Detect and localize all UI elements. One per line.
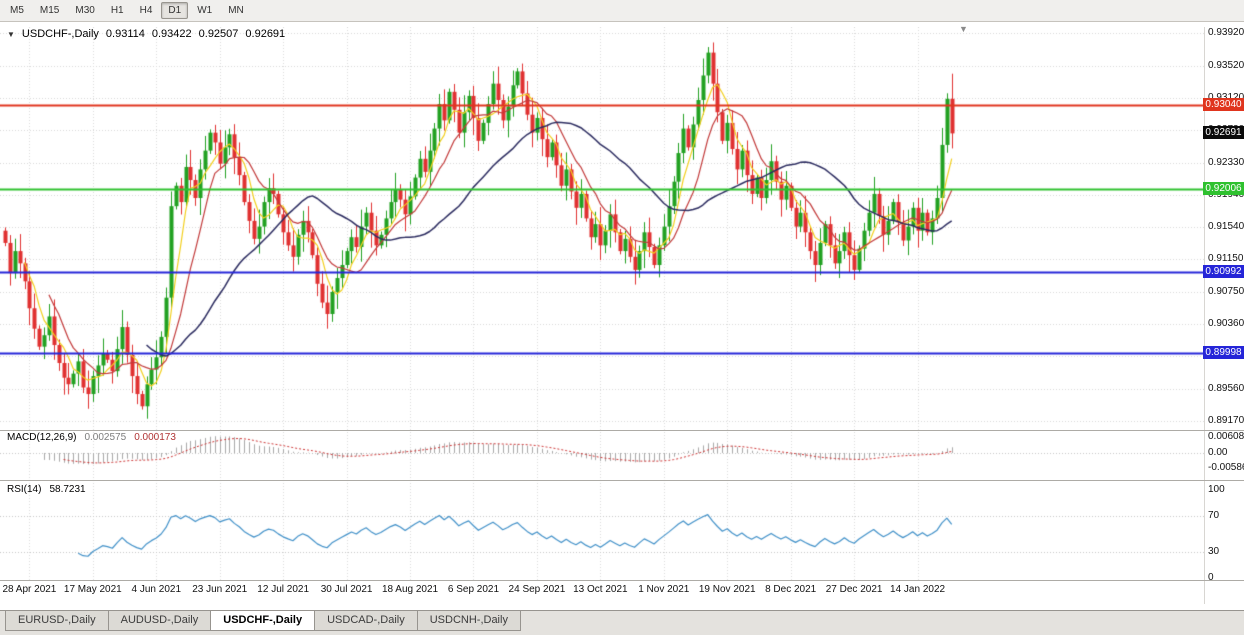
timeframe-button-h1[interactable]: H1 (110, 5, 124, 16)
date-axis-separator (0, 580, 1244, 581)
hline-price-tag: 0.90992 (1203, 265, 1244, 279)
rsi-name: RSI(14) (7, 484, 42, 495)
date-axis-label: 6 Sep 2021 (447, 584, 500, 595)
timeframe-button-h4[interactable]: H4 (139, 5, 153, 16)
timeframe-button-w1[interactable]: W1 (197, 5, 213, 16)
date-axis-label: 18 Aug 2021 (381, 584, 439, 595)
timeframe-toolbar: M5 M15 M30 H1 H4 D1 W1 MN (0, 0, 1244, 22)
timeframe-button-m30[interactable]: M30 (75, 5, 95, 16)
price-axis-label: 0.93120 (1208, 92, 1244, 103)
rsi-axis-label: 30 (1208, 545, 1220, 557)
date-axis-label: 4 Jun 2021 (131, 584, 182, 595)
hline-price-tag: 0.89998 (1203, 346, 1244, 360)
date-axis-label: 23 Jun 2021 (192, 584, 248, 595)
price-axis-label: 0.90750 (1208, 285, 1244, 297)
date-axis-label: 1 Nov 2021 (638, 584, 690, 595)
chart-menu-icon[interactable]: ▼ (7, 29, 15, 39)
date-axis-label: 19 Nov 2021 (698, 584, 756, 595)
chart-title-low: 0.92507 (198, 28, 239, 40)
rsi-axis-label: 0 (1208, 572, 1214, 583)
chart-title-close: 0.92691 (245, 28, 286, 40)
rsi-axis-label: 70 (1208, 510, 1220, 522)
macd-signal-value: 0.000173 (134, 432, 176, 443)
rsi-value: 58.7231 (49, 484, 86, 495)
date-axis-label: 12 Jul 2021 (257, 584, 310, 595)
hline-price-tag: 0.92006 (1203, 182, 1244, 196)
price-axis-label: 0.93520 (1208, 59, 1244, 71)
macd-label: MACD(12,26,9) 0.002575 0.000173 (7, 432, 176, 443)
chart-title-symbol: USDCHF-,Daily (21, 28, 99, 40)
date-axis-label: 24 Sep 2021 (508, 584, 566, 595)
date-axis-label: 28 Apr 2021 (2, 584, 57, 595)
macd-axis-label: 0.00 (1208, 447, 1228, 458)
chart-title: ▼ USDCHF-,Daily 0.93114 0.93422 0.92507 … (7, 28, 285, 40)
price-axis-divider (1204, 27, 1205, 604)
tab-usdchf-daily[interactable]: USDCHF-,Daily (210, 611, 316, 631)
timeframe-button-mn[interactable]: MN (228, 5, 244, 16)
timeframe-button-m15[interactable]: M15 (39, 5, 60, 16)
tab-usdcad-daily[interactable]: USDCAD-,Daily (314, 611, 418, 631)
panel-separator-rsi[interactable] (0, 480, 1244, 481)
date-axis-label: 17 May 2021 (63, 584, 122, 595)
chart-shift-marker-icon: ▼ (959, 24, 968, 34)
chart-tabs-bar: EURUSD-,Daily AUDUSD-,Daily USDCHF-,Daily U… (0, 610, 1244, 635)
tab-usdcnh-daily[interactable]: USDCNH-,Daily (416, 611, 521, 631)
price-axis-label: 0.89560 (1208, 383, 1244, 395)
tab-eurusd-daily[interactable]: EURUSD-,Daily (5, 611, 109, 631)
panel-separator-macd[interactable] (0, 430, 1244, 431)
price-axis-label: 0.91540 (1208, 221, 1244, 233)
chart-canvas[interactable] (0, 27, 1204, 605)
tab-audusd-daily[interactable]: AUDUSD-,Daily (107, 611, 212, 631)
rsi-label: RSI(14) 58.7231 (7, 484, 86, 495)
price-axis-label: 0.91150 (1208, 253, 1244, 265)
hline-price-tag: 0.93040 (1203, 97, 1244, 111)
chart-title-open: 0.93114 (105, 28, 145, 40)
date-axis-label: 27 Dec 2021 (825, 584, 883, 595)
timeframe-button-m5[interactable]: M5 (10, 5, 24, 16)
macd-name: MACD(12,26,9) (7, 432, 77, 443)
price-axis-label: 0.93920 (1208, 27, 1244, 38)
macd-main-value: 0.002575 (84, 432, 127, 443)
price-axis-label: 0.89170 (1208, 415, 1244, 426)
date-axis-label: 8 Dec 2021 (765, 584, 817, 595)
chart-title-high: 0.93422 (151, 28, 192, 40)
macd-axis-label: 0.00608 (1208, 431, 1244, 442)
date-axis-label: 30 Jul 2021 (320, 584, 373, 595)
timeframe-button-d1[interactable]: D1 (161, 2, 189, 19)
current-price-tag: 0.92691 (1203, 126, 1244, 140)
date-axis-label: 14 Jan 2022 (890, 584, 946, 595)
price-axis-label: 0.92330 (1208, 156, 1244, 168)
macd-axis-label: -0.00586 (1208, 462, 1244, 474)
date-axis-label: 13 Oct 2021 (573, 584, 628, 595)
price-axis-label: 0.90360 (1208, 317, 1244, 329)
rsi-axis-label: 100 (1208, 484, 1225, 495)
